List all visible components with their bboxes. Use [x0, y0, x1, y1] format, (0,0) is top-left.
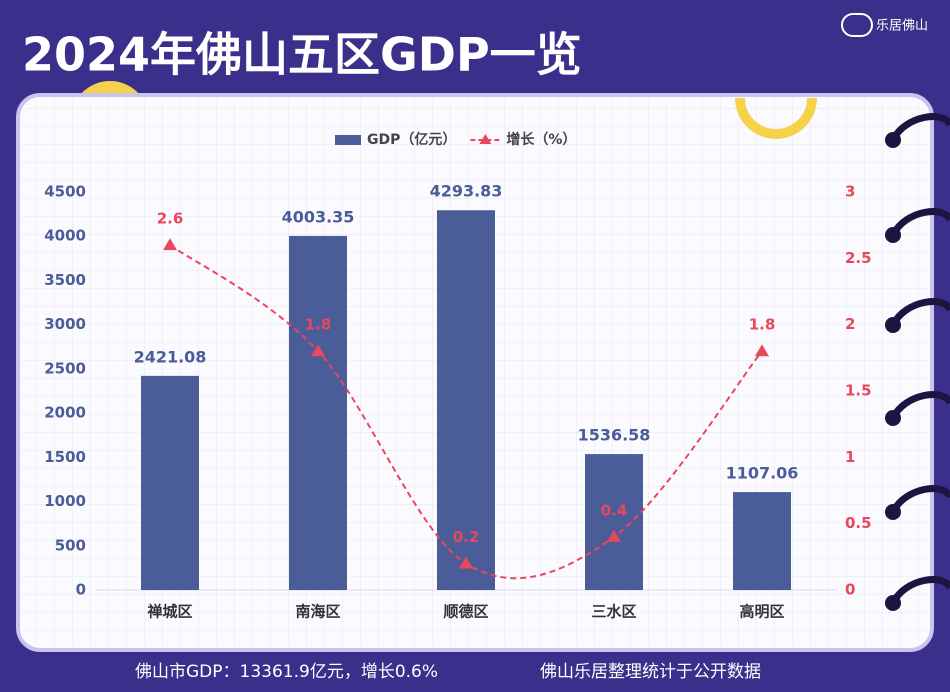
- y-tick-label: 3500: [44, 271, 86, 289]
- footer-summary: 佛山市GDP：13361.9亿元，增长0.6%: [135, 662, 438, 682]
- ring-holes: [885, 132, 901, 611]
- decoration: [735, 97, 817, 139]
- y-tick-label: 0: [76, 581, 86, 599]
- marker: [311, 344, 325, 357]
- bar: [437, 210, 495, 590]
- bar: [289, 235, 347, 590]
- y2-tick-label: 0.5: [845, 514, 872, 532]
- bar: [585, 454, 643, 590]
- y2-tick-label: 1.5: [845, 382, 872, 400]
- y-tick-label: 1500: [44, 448, 86, 466]
- x-tick-label: 顺德区: [443, 603, 488, 621]
- y2-tick-label: 2: [845, 315, 855, 333]
- x-tick-label: 禅城区: [146, 603, 192, 621]
- y-tick-label: 4500: [44, 183, 86, 201]
- y-tick-label: 3000: [44, 315, 86, 333]
- data-label: 1536.58: [578, 426, 651, 445]
- chart-title: 2024年佛山五区GDP一览: [22, 28, 582, 82]
- rings: [889, 113, 950, 605]
- data-label: 1107.06: [726, 464, 799, 483]
- y2-tick-label: 0: [845, 581, 855, 599]
- marker: [163, 238, 177, 251]
- data-label: 2.6: [157, 210, 184, 228]
- legend-marker: [479, 134, 492, 144]
- marker: [459, 556, 473, 569]
- marker: [755, 344, 769, 357]
- y-tick-label: 4000: [44, 227, 86, 245]
- data-label: 4003.35: [282, 207, 355, 226]
- y2-tick-label: 3: [845, 183, 855, 201]
- data-label: 0.4: [601, 501, 628, 519]
- legend-swatch: [335, 135, 361, 145]
- data-label: 4293.83: [430, 182, 503, 201]
- y2-tick-label: 2.5: [845, 249, 872, 267]
- y2-tick-label: 1: [845, 448, 855, 466]
- y-tick-label: 500: [55, 536, 86, 554]
- brand: 乐居佛山: [876, 19, 928, 34]
- legend-label: GDP（亿元）: [367, 131, 456, 148]
- legend-label: 增长（%）: [506, 131, 576, 148]
- data-label: 1.8: [749, 316, 776, 334]
- data-label: 1.8: [305, 316, 332, 334]
- x-tick-label: 三水区: [591, 603, 636, 621]
- x-tick-label: 南海区: [295, 603, 340, 621]
- data-label: 0.2: [453, 528, 480, 546]
- y-tick-label: 2500: [44, 359, 86, 377]
- y-tick-label: 2000: [44, 404, 86, 422]
- footer-source: 佛山乐居整理统计于公开数据: [540, 662, 761, 682]
- bar: [733, 492, 791, 590]
- logo: [841, 13, 873, 37]
- data-label: 2421.08: [134, 347, 207, 366]
- y-tick-label: 1000: [44, 492, 86, 510]
- marker: [607, 529, 621, 542]
- x-tick-label: 高明区: [739, 603, 784, 621]
- bar: [141, 375, 199, 590]
